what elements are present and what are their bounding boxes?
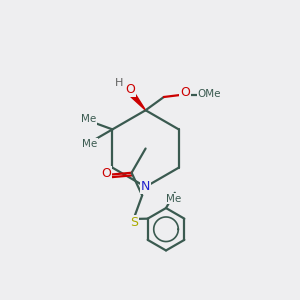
Text: Me: Me: [166, 194, 181, 204]
Text: O: O: [125, 83, 135, 96]
Text: O: O: [180, 86, 190, 99]
Text: S: S: [130, 216, 138, 229]
Text: O: O: [101, 167, 111, 181]
Polygon shape: [129, 92, 146, 110]
Text: Me: Me: [80, 114, 96, 124]
Text: Me: Me: [82, 139, 98, 149]
Text: H: H: [115, 78, 123, 88]
Text: OMe: OMe: [198, 89, 221, 99]
Text: N: N: [141, 180, 150, 193]
